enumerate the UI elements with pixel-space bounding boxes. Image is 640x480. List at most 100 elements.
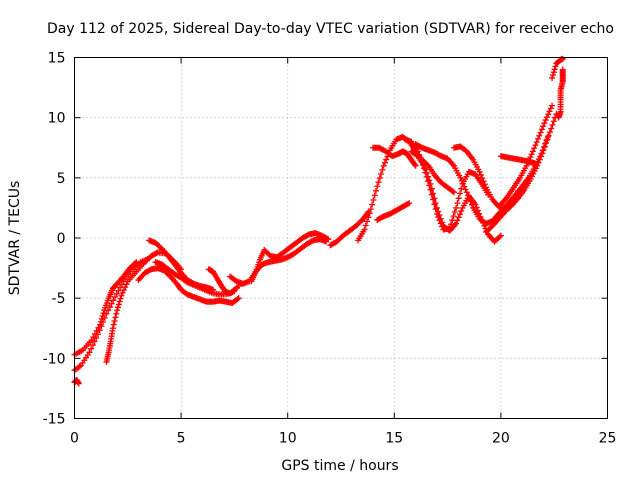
- data-point: [98, 315, 105, 322]
- data-point: [115, 301, 122, 308]
- data-point: [118, 292, 125, 299]
- data-point: [371, 192, 378, 199]
- data-point: [430, 190, 437, 197]
- x-tick-label: 20: [492, 431, 510, 447]
- data-point: [455, 214, 462, 221]
- data-point: [97, 321, 104, 328]
- x-axis-title: GPS time / hours: [281, 458, 398, 474]
- data-point: [375, 179, 382, 186]
- data-point: [551, 66, 558, 73]
- data-point: [549, 74, 556, 81]
- data-point: [453, 220, 460, 227]
- data-point: [90, 334, 97, 341]
- data-point: [539, 147, 546, 154]
- data-point: [132, 260, 139, 267]
- data-point: [481, 181, 488, 188]
- data-point: [450, 213, 457, 220]
- data-point: [532, 160, 539, 167]
- data-point: [540, 144, 547, 151]
- data-point: [231, 287, 238, 294]
- data-point: [110, 321, 117, 328]
- data-point: [103, 310, 110, 317]
- data-point: [545, 132, 552, 139]
- data-point: [432, 200, 439, 207]
- data-point: [496, 233, 503, 240]
- data-point: [119, 289, 126, 296]
- data-point: [93, 334, 100, 341]
- data-point: [466, 195, 473, 202]
- data-point: [361, 226, 368, 233]
- data-point: [545, 111, 552, 118]
- data-point: [547, 105, 554, 112]
- data-point: [411, 161, 418, 168]
- data-point: [369, 201, 376, 208]
- data-point: [366, 210, 373, 217]
- data-point: [455, 195, 462, 202]
- data-point: [323, 235, 330, 242]
- data-points: [71, 55, 566, 387]
- data-point: [109, 325, 116, 332]
- data-point: [480, 178, 487, 185]
- data-point: [458, 177, 465, 184]
- data-point: [99, 312, 106, 319]
- data-point: [122, 284, 129, 291]
- y-tick-label: 0: [57, 231, 66, 247]
- data-point: [88, 337, 95, 344]
- data-point: [406, 200, 413, 207]
- data-point: [380, 162, 387, 169]
- data-point: [437, 215, 444, 222]
- data-point: [456, 211, 463, 218]
- data-point: [453, 204, 460, 211]
- data-point: [549, 102, 556, 109]
- x-tick-label: 0: [70, 431, 79, 447]
- data-point: [112, 314, 119, 321]
- data-point: [467, 198, 474, 205]
- data-point: [89, 342, 96, 349]
- data-point: [370, 196, 377, 203]
- data-point: [542, 117, 549, 124]
- data-point: [538, 126, 545, 133]
- data-point: [427, 180, 434, 187]
- data-point: [477, 171, 484, 178]
- data-point: [111, 318, 118, 325]
- data-point: [404, 200, 411, 207]
- x-tick-label: 15: [385, 431, 403, 447]
- data-point: [454, 217, 461, 224]
- data-point: [106, 304, 113, 311]
- data-point: [108, 300, 115, 307]
- data-point: [100, 310, 107, 317]
- data-point: [133, 259, 140, 266]
- data-point: [423, 170, 430, 177]
- data-point: [541, 120, 548, 127]
- data-point: [325, 236, 332, 243]
- data-point: [374, 183, 381, 190]
- data-point: [123, 281, 130, 288]
- data-point: [454, 200, 461, 207]
- data-point: [86, 349, 93, 356]
- x-tick-label: 10: [279, 431, 297, 447]
- data-point: [534, 135, 541, 142]
- data-point: [468, 201, 475, 208]
- data-point: [428, 191, 435, 198]
- data-point: [110, 297, 117, 304]
- y-tick-label: -5: [52, 291, 66, 307]
- data-point: [235, 295, 242, 302]
- data-point: [365, 214, 372, 221]
- data-point: [462, 186, 469, 193]
- data-point: [116, 298, 123, 305]
- data-point: [542, 140, 549, 147]
- data-point: [457, 174, 464, 181]
- data-point: [421, 162, 428, 169]
- data-point: [531, 145, 538, 152]
- data-point: [427, 186, 434, 193]
- data-point: [412, 162, 419, 169]
- data-point: [93, 327, 100, 334]
- data-point: [463, 189, 470, 196]
- data-point: [549, 121, 556, 128]
- y-tick-label: -10: [43, 351, 66, 367]
- data-point: [362, 222, 369, 229]
- data-point: [476, 168, 483, 175]
- data-point: [379, 166, 386, 173]
- data-point: [113, 290, 120, 297]
- data-point: [538, 150, 545, 157]
